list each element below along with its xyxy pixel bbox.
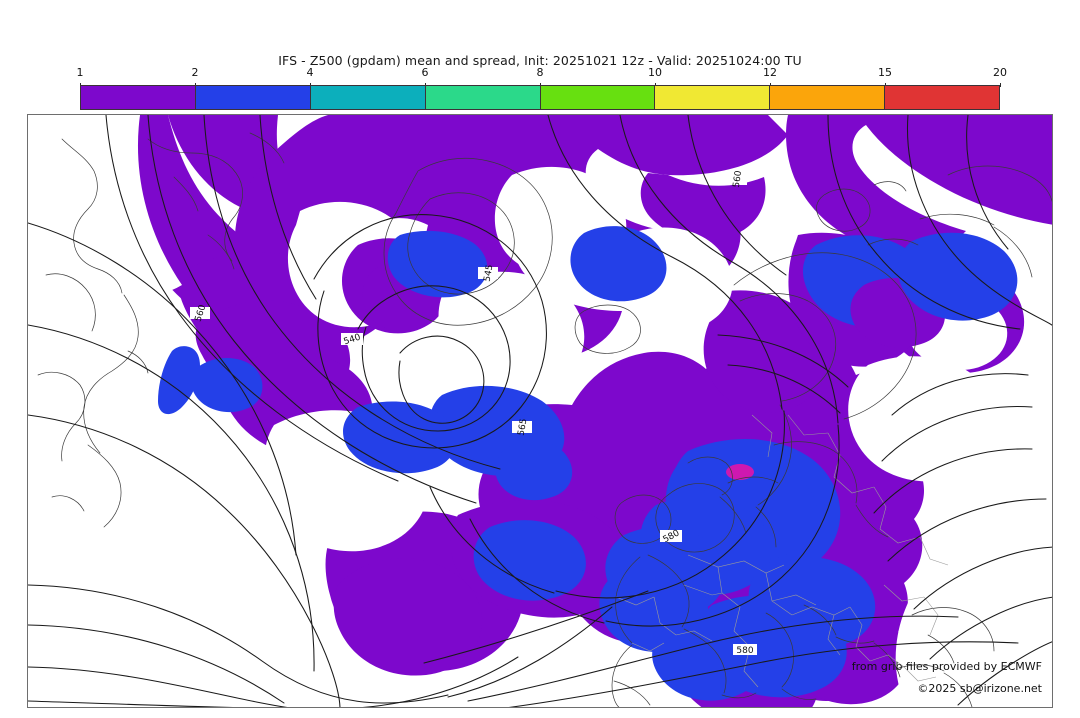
colorbar-tick-2: 2	[191, 66, 199, 79]
colorbar-segment-1-2	[81, 86, 195, 109]
page-title: IFS - Z500 (gpdam) mean and spread, Init…	[278, 53, 802, 68]
colorbar-tick-20: 20	[993, 66, 1007, 79]
colorbar-segment-6-8	[424, 86, 540, 109]
colorbar-tick-1: 1	[76, 66, 84, 79]
colorbar: 1 2 4 6 8 10 12 15 20	[77, 66, 1007, 110]
colorbar-tick-8: 8	[536, 66, 544, 79]
colorbar-tick-15: 15	[878, 66, 892, 79]
colorbar-segment-2-4	[194, 86, 310, 109]
contour-label: 565	[517, 418, 530, 437]
colorbar-tick-6: 6	[421, 66, 429, 79]
contour-label: 545	[483, 264, 496, 283]
spread-shading-blue	[158, 226, 1018, 701]
contour-labels: 560 540 545 560 565 580 580 580	[190, 170, 757, 656]
spread-maximum-marker	[726, 464, 754, 480]
contour-label: 560	[732, 170, 744, 189]
map-panel[interactable]: 560 540 545 560 565 580 580 580	[27, 114, 1053, 708]
spread-shading-below-threshold	[28, 115, 1052, 707]
colorbar-tick-10: 10	[648, 66, 662, 79]
contour-label: 580	[736, 646, 753, 656]
colorbar-segment-12-15	[769, 86, 885, 109]
colorbar-segment-15-20	[884, 86, 999, 109]
colorbar-tickmark-20	[1000, 83, 1001, 87]
colorbar-gradient	[80, 85, 1000, 110]
map-canvas: 560 540 545 560 565 580 580 580	[28, 115, 1052, 707]
coastlines	[37, 132, 1052, 707]
colorbar-segment-4-6	[309, 86, 425, 109]
colorbar-tick-4: 4	[306, 66, 314, 79]
colorbar-segment-10-12	[654, 86, 770, 109]
colorbar-segment-8-10	[539, 86, 655, 109]
colorbar-tick-labels: 1 2 4 6 8 10 12 15 20	[76, 66, 1007, 87]
data-source-credit: from grib files provided by ECMWF	[851, 660, 1042, 673]
mean-height-contours	[28, 115, 1052, 707]
country-borders	[615, 414, 949, 688]
colorbar-tick-12: 12	[763, 66, 777, 79]
copyright-credit: ©2025 sb@irizone.net	[917, 682, 1042, 695]
